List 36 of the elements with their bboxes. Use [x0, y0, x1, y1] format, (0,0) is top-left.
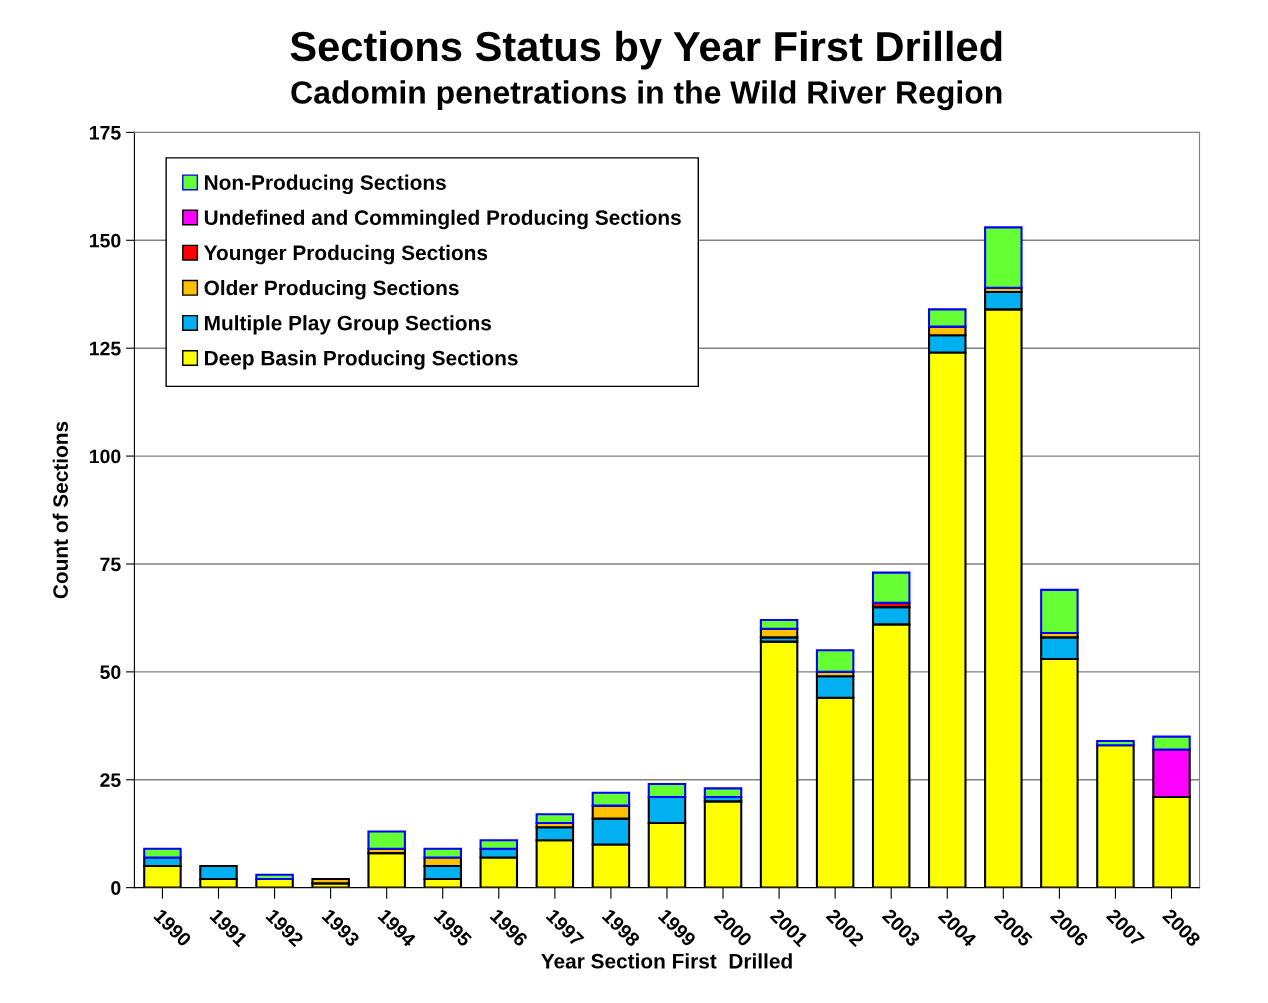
bar: [479, 839, 519, 850]
bar: [1040, 588, 1079, 635]
bar: [1152, 735, 1191, 751]
bar: [423, 847, 462, 859]
chart-title: Sections Status by Year First Drilled: [290, 30, 1002, 70]
y-tick-label: 100: [90, 449, 121, 464]
bar: [311, 877, 350, 885]
bar: [871, 571, 911, 604]
legend-label: Deep Basin Producing Sections: [205, 350, 518, 370]
legend-label: Older Producing Sections: [204, 279, 459, 300]
y-tick-label: 0: [111, 881, 121, 895]
y-axis-title: Count of Sections: [52, 421, 68, 599]
y-tick-label: 75: [100, 557, 121, 572]
y-tick-label: 175: [90, 126, 121, 140]
x-axis-title: Year Section First Drilled: [541, 953, 792, 969]
bar: [984, 226, 1023, 289]
bar: [1096, 739, 1135, 747]
bar: [759, 619, 799, 630]
legend-label: Younger Producing Sections: [203, 244, 488, 265]
bar: [647, 783, 687, 799]
y-tick-label: 125: [90, 341, 121, 356]
bar: [591, 791, 631, 807]
bar: [367, 830, 406, 850]
legend-label: Non-Producing Sections: [205, 174, 446, 195]
chart-subtitle: Cadomin penetrations in the Wild River Region: [291, 80, 1002, 111]
bar: [143, 847, 182, 859]
bar: [928, 308, 967, 328]
bar: [255, 873, 294, 881]
y-tick-label: 25: [100, 773, 121, 787]
bar: [703, 787, 743, 799]
y-tick-label: 150: [90, 233, 121, 248]
legend-label: Undefined and Commingled Producing Sections: [204, 209, 681, 230]
y-tick-label: 50: [100, 665, 121, 680]
legend-label: Multiple Play Group Sections: [205, 315, 492, 335]
bar: [815, 649, 855, 673]
bar: [535, 813, 575, 824]
